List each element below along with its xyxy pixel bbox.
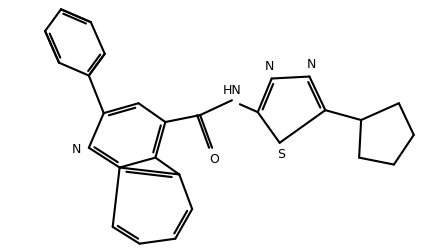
Text: N: N bbox=[72, 143, 82, 156]
Text: N: N bbox=[307, 58, 316, 71]
Text: O: O bbox=[209, 153, 219, 166]
Text: N: N bbox=[265, 60, 274, 73]
Text: S: S bbox=[278, 148, 286, 161]
Text: HN: HN bbox=[223, 84, 241, 97]
